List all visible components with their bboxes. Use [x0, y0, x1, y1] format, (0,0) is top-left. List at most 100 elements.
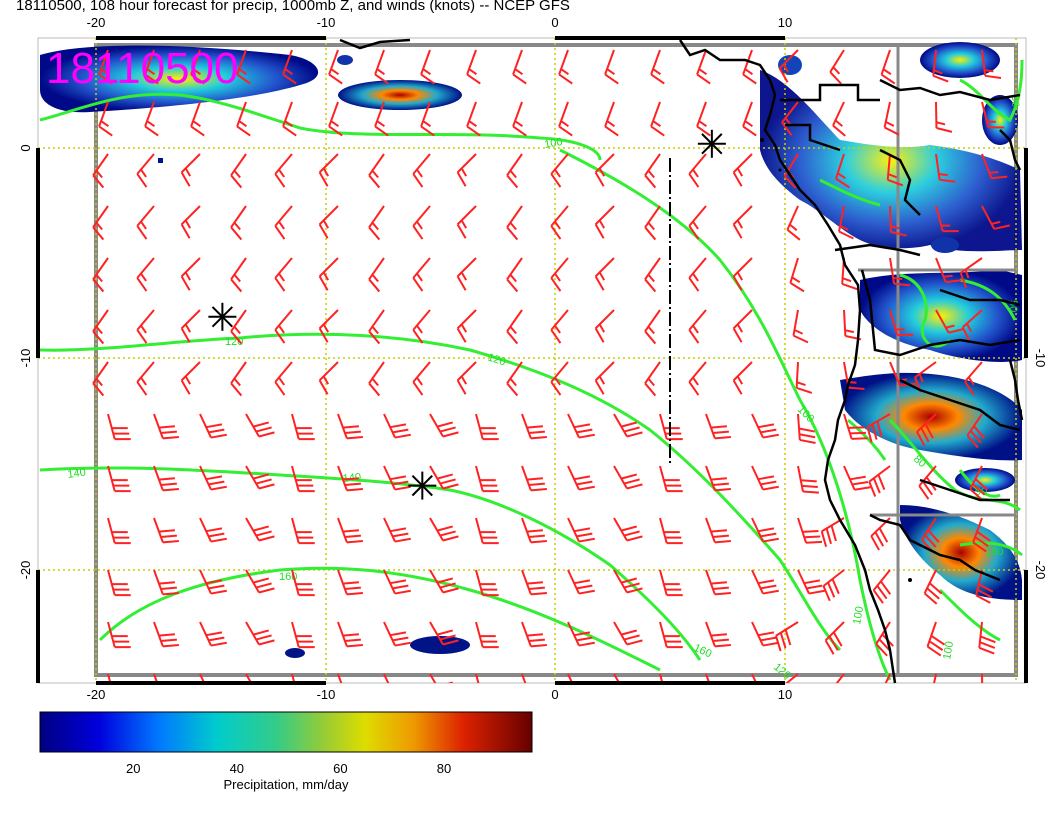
- wind-barb: [935, 309, 965, 334]
- wind-barb: [337, 517, 363, 544]
- wind-barb: [742, 101, 757, 137]
- wind-barb: [932, 49, 949, 83]
- contour-label-100-west: 100: [543, 136, 563, 151]
- wind-barb: [835, 153, 850, 189]
- wind-barb: [107, 673, 112, 683]
- wind-barb: [659, 465, 683, 493]
- wind-barb: [506, 361, 523, 397]
- contour-30: [959, 59, 1024, 123]
- wind-barb: [92, 309, 109, 345]
- wind-barb: [456, 309, 477, 343]
- wind-barb: [835, 673, 845, 683]
- wind-barb: [245, 673, 269, 683]
- wind-barb: [521, 465, 547, 492]
- wind-barb: [230, 257, 247, 293]
- wind-barb: [374, 101, 389, 137]
- wind-barb: [705, 673, 711, 683]
- wind-barb: [383, 517, 411, 543]
- north-coast-fragment: [339, 38, 411, 50]
- wind-barb: [550, 153, 569, 188]
- wind-barb: [429, 621, 459, 646]
- wind-barb: [832, 101, 846, 137]
- wind-barb: [613, 517, 643, 542]
- wind-barb: [199, 621, 227, 647]
- wind-barb: [604, 101, 619, 137]
- contour-label-120-mid: 120: [486, 351, 507, 368]
- wind-barb: [604, 49, 619, 85]
- wind-barb: [337, 413, 363, 440]
- star-marker-a: [697, 129, 726, 158]
- wind-barb: [650, 49, 665, 85]
- wind-barb: [107, 569, 131, 597]
- wind-barb: [153, 465, 179, 492]
- contour-label-160-east: 160: [692, 642, 714, 661]
- wind-barb: [374, 49, 389, 85]
- wind-barb: [429, 465, 459, 490]
- wind-barb: [751, 621, 779, 647]
- wind-barb: [180, 205, 201, 239]
- wind-barb: [180, 153, 201, 187]
- wind-barb: [199, 569, 227, 595]
- wind-barb: [785, 673, 799, 683]
- wind-barb: [883, 101, 900, 136]
- wind-barb: [291, 569, 315, 597]
- wind-barb: [981, 673, 984, 683]
- wind-barb: [880, 49, 896, 85]
- border-c: [879, 78, 1021, 102]
- wind-barb: [136, 361, 155, 396]
- contour-label-100-africa: 100: [851, 605, 866, 625]
- wind-barb: [412, 257, 431, 292]
- islands: [760, 138, 912, 582]
- wind-barb: [742, 49, 757, 85]
- wind-barb: [886, 153, 904, 187]
- wind-barb: [92, 205, 109, 241]
- wind-barb: [274, 205, 293, 240]
- wind-barb: [368, 153, 385, 189]
- wind-barb: [107, 465, 131, 493]
- wind-barb: [688, 257, 707, 292]
- wind-barb: [875, 621, 894, 657]
- wind-barb: [318, 257, 339, 291]
- wind-barb: [797, 413, 816, 444]
- wind-barb: [368, 205, 385, 241]
- wind-barb: [199, 465, 227, 491]
- border-h: [899, 378, 1021, 432]
- wind-barb: [282, 101, 297, 137]
- wind-barb: [412, 361, 431, 396]
- wind-barb: [696, 101, 711, 137]
- wind-barb: [180, 309, 201, 343]
- wind-barb: [644, 361, 661, 397]
- wind-barb: [966, 413, 986, 449]
- star-marker-b: [208, 302, 237, 331]
- star-markers: [208, 129, 726, 500]
- wind-barb: [613, 465, 643, 490]
- wind-barb: [291, 465, 315, 493]
- wind-barb: [889, 257, 911, 287]
- lat-tick-left: 0: [18, 144, 33, 151]
- contour-africa-b: [959, 278, 1017, 321]
- wind-barb: [107, 413, 131, 441]
- wind-barb: [475, 413, 499, 441]
- wind-barbs: [92, 49, 1011, 683]
- wind-barb: [230, 361, 247, 397]
- lat-ticks-left: 0 -10 -20: [18, 144, 33, 579]
- wind-barb: [975, 569, 994, 604]
- lat-ticks-right: -10 -20: [1033, 349, 1048, 580]
- wind-barb: [961, 309, 983, 343]
- contour-100-east: [559, 148, 892, 681]
- wind-barb: [705, 413, 731, 440]
- wind-barb: [644, 205, 661, 241]
- wind-barb: [291, 413, 315, 441]
- wind-barb: [705, 465, 731, 492]
- colorbar-ticks: 20 40 60 80: [126, 761, 451, 776]
- wind-barb: [199, 673, 206, 683]
- wind-barb: [795, 361, 813, 394]
- wind-barb: [613, 569, 643, 594]
- wind-barb: [412, 309, 431, 344]
- wind-barb: [797, 517, 823, 544]
- colorbar-tick-label: 60: [333, 761, 347, 776]
- wind-barb: [797, 569, 825, 595]
- wind-barb: [838, 205, 854, 240]
- wind-barb: [245, 465, 275, 490]
